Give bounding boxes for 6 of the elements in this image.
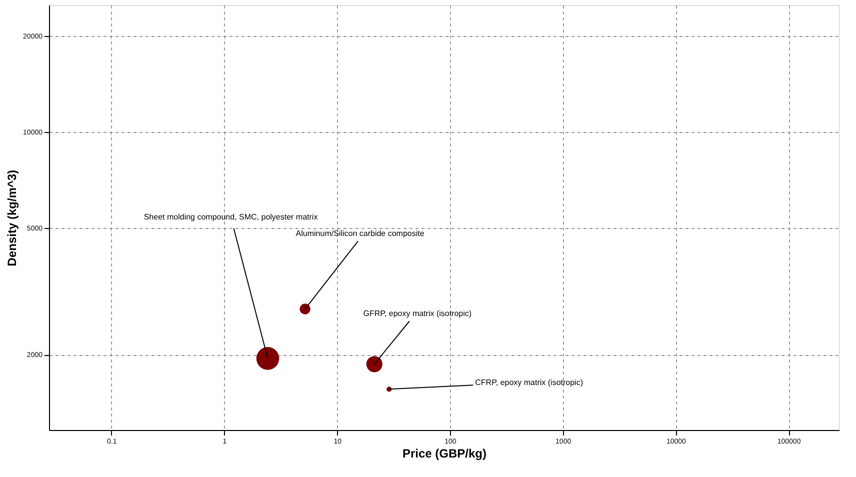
x-axis-title: Price (GBP/kg) — [402, 446, 487, 460]
annotation: Aluminum/Silicon carbide composite — [296, 229, 425, 238]
annotation: CFRP, epoxy matrix (isotropic) — [475, 378, 584, 388]
annotation: GFRP, epoxy matrix (isotropic) — [363, 309, 472, 318]
y-axis-title: Density (kg/m^3) — [5, 170, 20, 266]
annotation: Sheet molding compound, SMC, polyester matrix — [144, 212, 318, 222]
